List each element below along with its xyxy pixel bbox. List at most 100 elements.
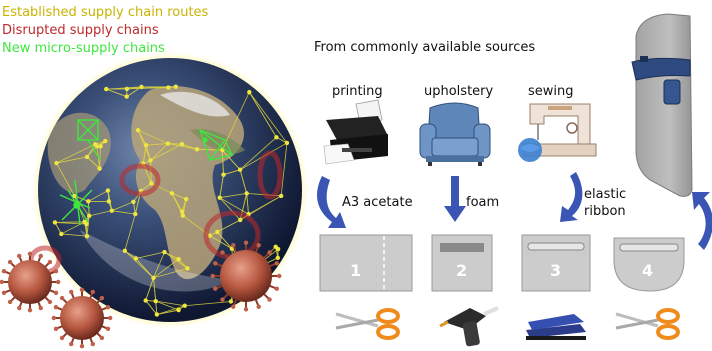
network-node <box>72 193 77 198</box>
legend: Established supply chain routes Disrupte… <box>2 4 208 58</box>
material-acetate: A3 acetate <box>342 195 413 210</box>
material-elastic-line1: elastic <box>584 187 627 202</box>
step-3-panel: 3 <box>521 234 591 292</box>
network-node <box>106 199 112 204</box>
network-node <box>84 154 90 160</box>
network-node <box>179 142 185 147</box>
legend-established: Established supply chain routes <box>2 5 209 20</box>
virus-particle <box>210 240 282 312</box>
network-node <box>180 213 186 218</box>
network-node <box>86 213 92 219</box>
network-node <box>274 135 279 140</box>
network-node <box>173 84 178 89</box>
step-3-number: 3 <box>550 261 561 280</box>
step-2-panel: 2 <box>431 234 493 292</box>
source-label-sewing: sewing <box>528 84 574 99</box>
network-node <box>143 142 149 148</box>
network-node <box>97 166 102 171</box>
step-1-panel: 1 <box>319 234 413 292</box>
network-node <box>148 158 153 163</box>
network-node <box>131 199 136 204</box>
network-node <box>165 141 171 146</box>
source-label-upholstery: upholstery <box>424 84 494 99</box>
network-node <box>109 208 115 213</box>
network-node <box>133 211 138 217</box>
network-node <box>149 181 154 186</box>
stapler-icon <box>526 314 586 340</box>
network-node <box>228 299 234 304</box>
network-node <box>86 199 91 204</box>
network-node <box>238 217 243 223</box>
network-node <box>215 229 220 235</box>
scissors-icon-step-4 <box>615 308 680 340</box>
scissors-icon-step-1 <box>335 308 400 340</box>
arrow-foam-down <box>444 176 466 222</box>
network-node <box>52 220 58 225</box>
network-node <box>122 248 128 253</box>
arrow-to-shield <box>692 192 712 250</box>
sources-heading: From commonly available sources <box>314 40 536 55</box>
network-node <box>139 84 144 90</box>
supply-network-nodes <box>52 84 290 317</box>
network-node <box>124 94 129 99</box>
virus-particle <box>0 251 61 313</box>
step-4-number: 4 <box>642 261 653 280</box>
network-node <box>104 86 109 92</box>
armchair-icon <box>419 102 491 166</box>
glue-gun-icon <box>439 306 499 347</box>
legend-disrupted: Disrupted supply chains <box>2 23 159 38</box>
printer-icon <box>323 99 388 165</box>
network-node <box>237 167 243 172</box>
material-elastic: elastic ribbon <box>584 186 626 220</box>
network-node <box>194 147 200 152</box>
network-node <box>166 85 171 90</box>
network-node <box>135 127 141 133</box>
arrow-acetate-curved <box>317 176 346 228</box>
material-elastic-line2: ribbon <box>584 204 626 219</box>
material-foam: foam <box>466 195 500 210</box>
network-node <box>153 298 158 304</box>
virus-particle <box>51 287 113 349</box>
source-label-printing: printing <box>332 84 383 99</box>
network-node <box>229 246 235 251</box>
micro-supply-chains <box>59 119 234 226</box>
face-shield-icon <box>631 13 693 197</box>
network-node <box>59 231 64 237</box>
network-node <box>169 191 175 196</box>
network-node <box>183 196 189 202</box>
network-node <box>221 172 226 177</box>
network-node <box>98 144 103 149</box>
network-node <box>151 275 156 281</box>
sewing-machine-icon <box>518 103 597 162</box>
network-node <box>154 312 160 317</box>
network-node <box>247 89 252 95</box>
network-node <box>185 266 190 271</box>
network-node <box>124 86 130 92</box>
step-arrows <box>317 172 712 250</box>
step-1-number: 1 <box>350 261 361 280</box>
network-node <box>278 193 284 199</box>
network-node <box>275 255 281 261</box>
network-node <box>207 233 212 238</box>
network-node <box>182 303 187 308</box>
network-node <box>217 195 222 200</box>
network-node <box>284 140 290 146</box>
arrow-elastic-curved <box>560 172 583 222</box>
network-node <box>275 246 281 252</box>
legend-micro: New micro-supply chains <box>2 41 165 56</box>
network-node <box>54 160 59 166</box>
network-node <box>176 307 181 313</box>
network-node <box>84 233 90 239</box>
network-node <box>93 141 98 147</box>
network-node <box>105 188 111 193</box>
network-node <box>133 256 139 261</box>
network-node <box>84 221 89 227</box>
step-2-number: 2 <box>456 261 467 280</box>
network-node <box>143 298 148 303</box>
network-node <box>162 249 167 255</box>
network-node <box>176 256 181 262</box>
network-node <box>244 191 249 196</box>
network-node <box>103 138 108 144</box>
